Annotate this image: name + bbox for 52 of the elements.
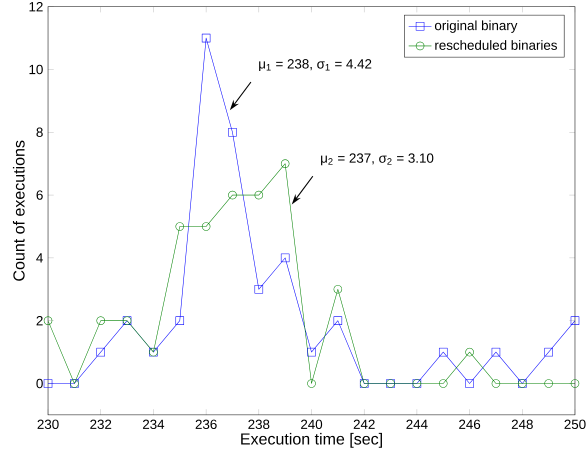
y-tick-label: 2: [36, 316, 43, 326]
x-tick-label: 244: [406, 419, 428, 429]
point: [307, 379, 316, 388]
x-tick-label: 240: [301, 419, 322, 429]
x-tick-label: 246: [459, 419, 480, 429]
x-tick-label: 248: [512, 419, 533, 429]
point: [465, 379, 474, 388]
x-tick-label: 242: [354, 419, 375, 429]
point: [438, 348, 448, 356]
point: [438, 379, 448, 388]
annotation: μ$_{1}$ = 238, σ$_{1}$ = 4.42: [259, 59, 372, 71]
x-axis-title: Execution time [sec]: [241, 432, 382, 448]
point: [570, 316, 580, 325]
x-tick-label: 234: [142, 419, 164, 429]
point: [176, 222, 184, 231]
point: [570, 379, 580, 388]
y-tick-label: 6: [36, 190, 43, 200]
point: [492, 348, 500, 356]
point: [228, 190, 237, 200]
point: [228, 128, 237, 136]
x-tick-label: 230: [38, 419, 59, 429]
point: [176, 316, 184, 325]
x-tick-label: 250: [564, 419, 586, 429]
point: [96, 348, 105, 356]
legend-label: original binary: [434, 20, 518, 33]
point: [465, 348, 474, 356]
y-axis-title: Count of executions: [12, 140, 25, 281]
point: [202, 222, 210, 231]
y-tick-label: 10: [30, 64, 43, 74]
point: [280, 159, 290, 168]
point: [280, 253, 290, 262]
point: [254, 190, 264, 200]
legend-label: rescheduled binaries: [435, 40, 557, 50]
point: [544, 348, 553, 356]
y-tick-label: 0: [36, 378, 43, 388]
x-tick-label: 238: [248, 419, 270, 429]
point: [96, 316, 105, 325]
point: [202, 34, 210, 42]
point: [544, 379, 553, 388]
point: [492, 379, 500, 388]
point: [44, 379, 52, 388]
point: [254, 284, 264, 294]
x-tick-label: 232: [90, 419, 112, 429]
point: [334, 284, 342, 294]
x-tick-label: 236: [196, 419, 217, 429]
y-tick-label: 12: [30, 2, 43, 12]
point: [44, 316, 52, 325]
point: [307, 348, 316, 356]
y-tick-label: 8: [36, 127, 43, 137]
point: [334, 316, 342, 325]
annotation: μ$_{2}$ = 237, σ$_{2}$ = 3.10: [321, 153, 434, 166]
y-tick-label: 4: [36, 253, 43, 262]
